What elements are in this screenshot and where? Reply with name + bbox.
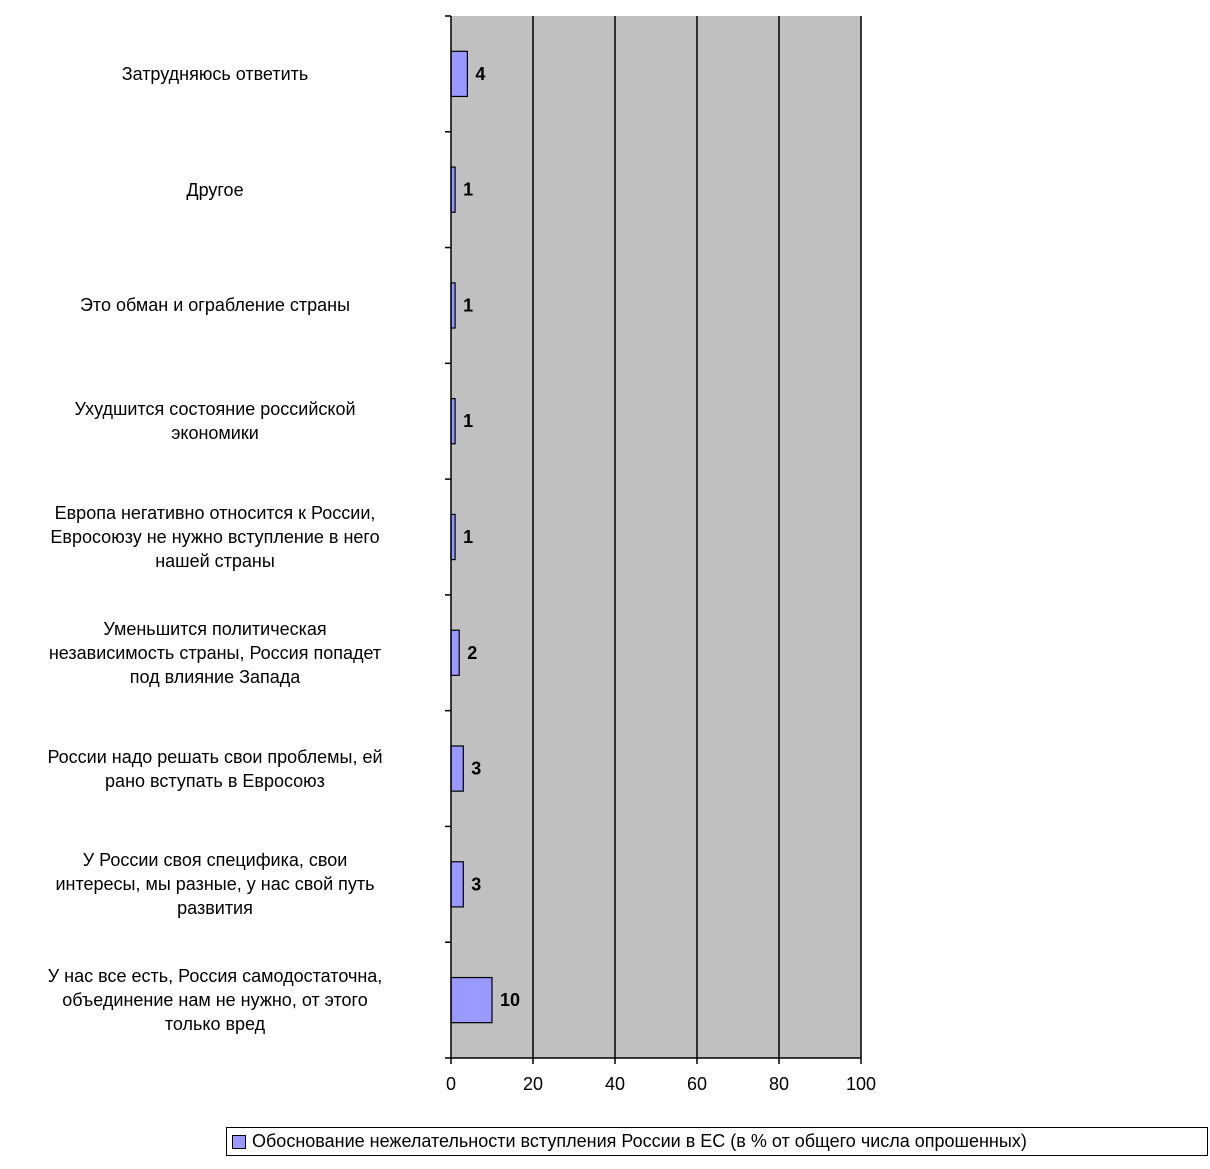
category-label: У России своя специфика, свои интересы, м… bbox=[0, 848, 435, 920]
category-label-line: Европа негативно относится к России, bbox=[54, 503, 376, 523]
axes bbox=[445, 15, 862, 1064]
category-label-line: под влияние Запада bbox=[129, 666, 301, 687]
x-tick-label: 20 bbox=[523, 1074, 543, 1094]
x-tick-label: 60 bbox=[687, 1074, 707, 1094]
bar bbox=[450, 861, 464, 908]
value-label: 1 bbox=[463, 180, 473, 200]
gridlines bbox=[532, 16, 862, 1058]
value-label: 1 bbox=[463, 527, 473, 547]
bar bbox=[450, 745, 464, 792]
category-label-line: экономики bbox=[171, 423, 259, 444]
category-label-line: нашей страны bbox=[155, 551, 275, 571]
category-label: России надо решать свои проблемы, ей рано… bbox=[0, 745, 435, 793]
category-label-line: развития bbox=[177, 898, 253, 919]
value-label: 4 bbox=[475, 64, 485, 84]
bar bbox=[450, 629, 460, 676]
category-label: Ухудшится состояние российской экономики bbox=[0, 397, 435, 445]
category-label-line: Другое bbox=[186, 179, 244, 200]
value-label: 3 bbox=[471, 874, 481, 894]
legend: Обоснование нежелательности вступления Р… bbox=[226, 1127, 1208, 1156]
category-label-line: интересы, мы разные, у нас свой путь bbox=[55, 874, 375, 895]
x-tick-label: 40 bbox=[605, 1074, 625, 1094]
category-label-line: Евросоюзу не нужно вступление в него bbox=[50, 527, 380, 547]
plot-area bbox=[451, 16, 861, 1058]
category-label: Затрудняюсь ответить bbox=[0, 62, 435, 86]
bar-chart: 4 1 1 1 1 2 3 3 10 0 20 40 60 80 100 bbox=[445, 15, 876, 1094]
value-label: 3 bbox=[471, 759, 481, 779]
category-label: Европа негативно относится к России, Евро… bbox=[0, 501, 435, 573]
category-label-line: рано вступать в Евросоюз bbox=[105, 770, 325, 791]
category-label-line: России надо решать свои проблемы, ей bbox=[47, 746, 383, 767]
value-label: 2 bbox=[467, 643, 477, 663]
bar bbox=[450, 50, 468, 98]
category-label-line: У нас все есть, Россия самодостаточна, bbox=[47, 966, 383, 987]
x-tick-label: 0 bbox=[446, 1074, 456, 1094]
category-label: У нас все есть, Россия самодостаточна, об… bbox=[0, 964, 435, 1036]
category-label: Это обман и ограбление страны bbox=[0, 293, 435, 317]
category-label-line: У России своя специфика, свои bbox=[82, 850, 348, 871]
category-label: Другое bbox=[0, 178, 435, 202]
category-label-line: только вред bbox=[164, 1014, 266, 1035]
bars bbox=[450, 50, 493, 1024]
legend-label: Обоснование нежелательности вступления Р… bbox=[252, 1131, 1027, 1151]
value-labels: 4 1 1 1 1 2 3 3 10 bbox=[463, 64, 520, 1010]
category-label-line: Это обман и ограбление страны bbox=[79, 295, 351, 316]
category-label-line: независимость страны, Россия попадет bbox=[48, 642, 382, 663]
value-label: 1 bbox=[463, 411, 473, 431]
bar bbox=[450, 976, 493, 1024]
category-label: Уменьшится политическая независимость стр… bbox=[0, 617, 435, 689]
value-label: 10 bbox=[500, 990, 520, 1010]
category-label-line: Ухудшится состояние российской bbox=[74, 399, 356, 420]
value-label: 1 bbox=[463, 295, 473, 315]
x-tick-labels: 0 20 40 60 80 100 bbox=[446, 1074, 876, 1094]
category-label-line: Уменьшится политическая bbox=[103, 618, 327, 639]
category-label-line: объединение нам не нужно, от этого bbox=[62, 990, 368, 1011]
legend-swatch bbox=[232, 1134, 246, 1149]
x-tick-label: 100 bbox=[846, 1074, 876, 1094]
x-tick-label: 80 bbox=[769, 1074, 789, 1094]
category-label-line: Затрудняюсь ответить bbox=[121, 63, 309, 84]
